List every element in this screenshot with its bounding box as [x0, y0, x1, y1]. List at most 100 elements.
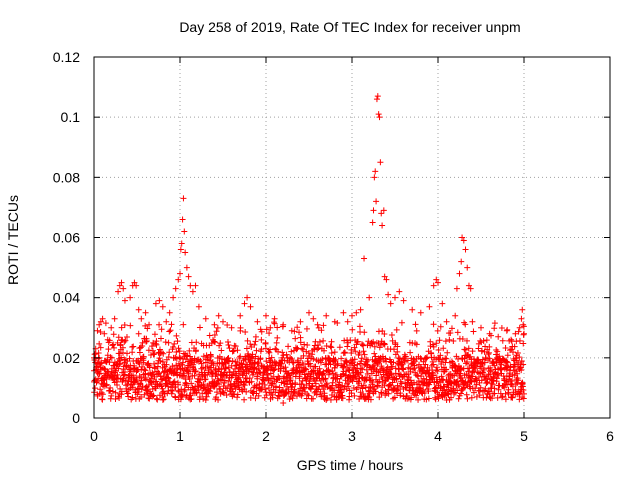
- data-point: [175, 381, 182, 388]
- data-point: [211, 339, 218, 346]
- data-point: [374, 93, 381, 100]
- data-point: [291, 328, 298, 335]
- data-point: [234, 347, 241, 354]
- data-point: [108, 324, 115, 331]
- data-point: [470, 389, 477, 396]
- data-point: [327, 396, 334, 403]
- data-point: [177, 355, 184, 362]
- data-point: [169, 387, 176, 394]
- data-point: [373, 198, 380, 205]
- y-tick-label: 0.1: [61, 109, 81, 125]
- data-point: [520, 331, 527, 338]
- data-point: [192, 368, 199, 375]
- data-point: [486, 343, 493, 350]
- data-point: [96, 340, 103, 347]
- data-point: [261, 368, 268, 375]
- data-point: [493, 351, 500, 358]
- data-point: [223, 391, 230, 398]
- data-point: [481, 359, 488, 366]
- data-point: [175, 276, 182, 283]
- data-point: [413, 392, 420, 399]
- data-point: [168, 390, 175, 397]
- data-point: [430, 372, 437, 379]
- data-point: [467, 285, 474, 292]
- data-point: [307, 375, 314, 382]
- data-point: [345, 383, 352, 390]
- data-point: [268, 354, 275, 361]
- data-point: [280, 352, 287, 359]
- data-point: [491, 362, 498, 369]
- data-point: [349, 312, 355, 319]
- data-point: [97, 364, 104, 371]
- data-point: [346, 393, 353, 400]
- data-point: [165, 339, 172, 346]
- data-point: [103, 381, 110, 388]
- data-point: [307, 386, 314, 393]
- data-point: [491, 325, 498, 332]
- data-point: [367, 375, 374, 382]
- data-point: [148, 379, 155, 386]
- data-point: [253, 347, 260, 354]
- data-point: [258, 346, 265, 353]
- data-point: [139, 339, 146, 346]
- data-point: [244, 337, 251, 344]
- data-point: [510, 349, 517, 356]
- data-point: [361, 255, 368, 262]
- data-point: [119, 344, 126, 351]
- data-point: [258, 336, 265, 343]
- chart-title: Day 258 of 2019, Rate Of TEC Index for r…: [179, 19, 520, 35]
- data-point: [248, 378, 255, 385]
- data-points: [91, 93, 527, 406]
- data-point: [140, 353, 147, 360]
- data-point: [462, 360, 469, 367]
- data-point: [358, 355, 365, 362]
- data-point: [361, 329, 368, 336]
- data-point: [96, 321, 103, 328]
- data-point: [98, 359, 105, 366]
- data-point: [211, 331, 218, 338]
- data-point: [516, 354, 523, 361]
- data-point: [363, 361, 370, 368]
- data-point: [125, 393, 132, 400]
- data-point: [247, 341, 254, 348]
- data-point: [232, 343, 239, 350]
- data-point: [372, 168, 379, 175]
- data-point: [512, 381, 519, 388]
- data-point: [315, 344, 322, 351]
- data-point: [234, 394, 241, 401]
- data-point: [228, 324, 235, 331]
- data-point: [164, 374, 171, 381]
- data-point: [258, 328, 265, 335]
- data-point: [450, 390, 457, 397]
- data-point: [236, 370, 243, 377]
- data-point: [317, 359, 324, 366]
- data-point: [498, 325, 505, 332]
- data-point: [512, 368, 519, 375]
- data-point: [123, 334, 130, 341]
- data-point: [142, 309, 149, 316]
- data-point: [433, 364, 440, 371]
- data-point: [160, 396, 167, 403]
- data-point: [437, 379, 444, 386]
- data-point: [378, 390, 385, 397]
- data-point: [459, 335, 466, 342]
- data-point: [189, 288, 196, 295]
- x-tick-label: 0: [90, 428, 98, 444]
- data-point: [485, 351, 492, 358]
- data-point: [285, 343, 292, 350]
- data-point: [130, 343, 137, 350]
- data-point: [97, 329, 104, 336]
- data-point: [142, 376, 149, 383]
- data-point: [359, 366, 366, 373]
- data-point: [109, 388, 116, 395]
- data-point: [182, 249, 189, 256]
- data-point: [188, 395, 195, 402]
- data-point: [491, 390, 498, 397]
- y-tick-labels: 0 0.02 0.04 0.06 0.08 0.1 0.12: [53, 49, 80, 426]
- data-point: [462, 246, 469, 253]
- data-point: [435, 279, 441, 286]
- data-point: [410, 366, 417, 373]
- data-point: [367, 385, 374, 392]
- data-point: [433, 340, 440, 347]
- data-point: [462, 378, 469, 385]
